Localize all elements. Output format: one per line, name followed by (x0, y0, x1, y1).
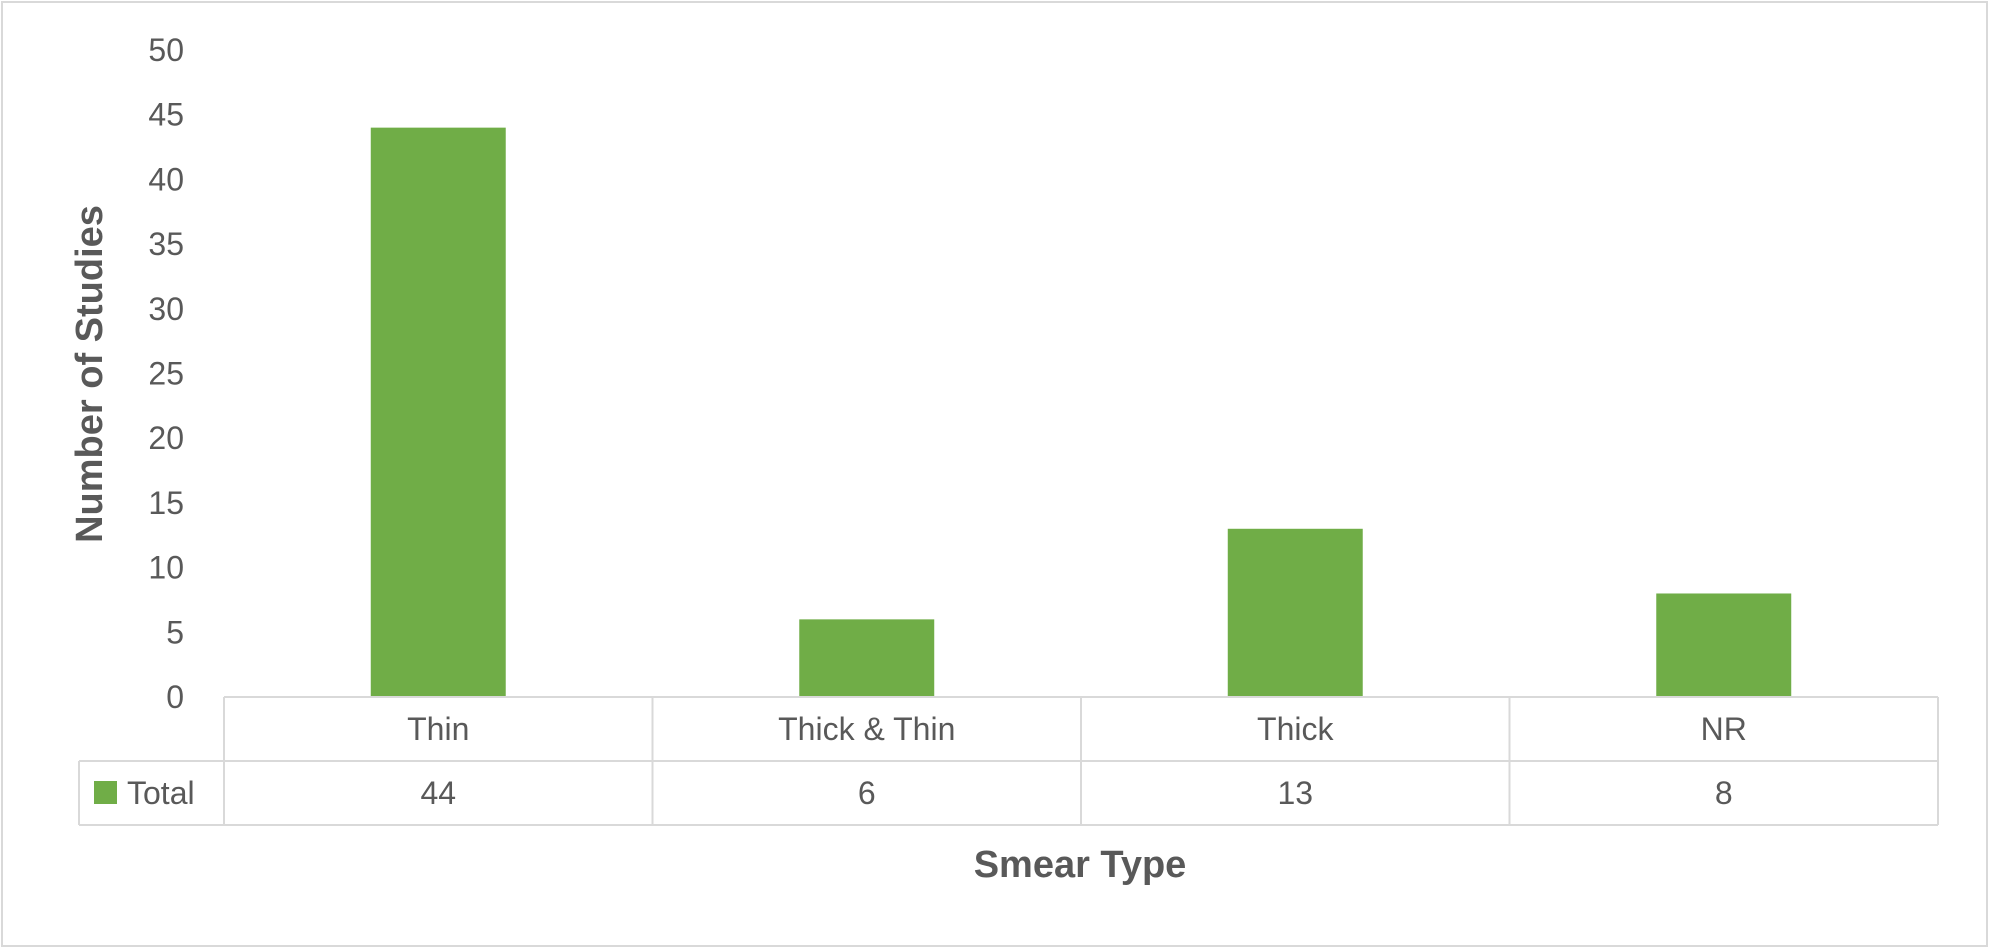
legend-key (94, 781, 117, 804)
bar (1227, 528, 1363, 697)
y-tick-label: 10 (148, 550, 184, 586)
y-tick-label: 35 (148, 226, 184, 262)
y-tick-label: 15 (148, 485, 184, 521)
table-value: 6 (858, 775, 876, 811)
y-tick-label: 0 (166, 679, 184, 715)
bar (799, 619, 935, 697)
y-tick-label: 50 (148, 32, 184, 68)
table-value: 13 (1277, 775, 1313, 811)
y-tick-label: 40 (148, 161, 184, 197)
y-tick-label: 5 (166, 614, 184, 650)
bar (370, 127, 506, 697)
x-category-label: Thin (407, 711, 469, 747)
table-value: 44 (420, 775, 456, 811)
x-category-label: NR (1701, 711, 1747, 747)
y-tick-label: 45 (148, 97, 184, 133)
bars-group (370, 127, 1792, 697)
x-category-label: Thick (1257, 711, 1334, 747)
y-axis-title: Number of Studies (69, 205, 111, 543)
y-tick-label: 25 (148, 356, 184, 392)
x-axis-title: Smear Type (974, 844, 1187, 886)
y-tick-label: 30 (148, 291, 184, 327)
bar (1656, 593, 1792, 697)
x-category-label: Thick & Thin (778, 711, 955, 747)
y-tick-label: 20 (148, 420, 184, 456)
table-value: 8 (1715, 775, 1733, 811)
y-axis-ticks: 0 5 10 15 20 25 30 35 40 45 50 (148, 32, 184, 715)
data-table: Thin Thick & Thin Thick NR Total 44 6 13 8 (78, 696, 1939, 826)
legend-label: Total (127, 775, 195, 811)
